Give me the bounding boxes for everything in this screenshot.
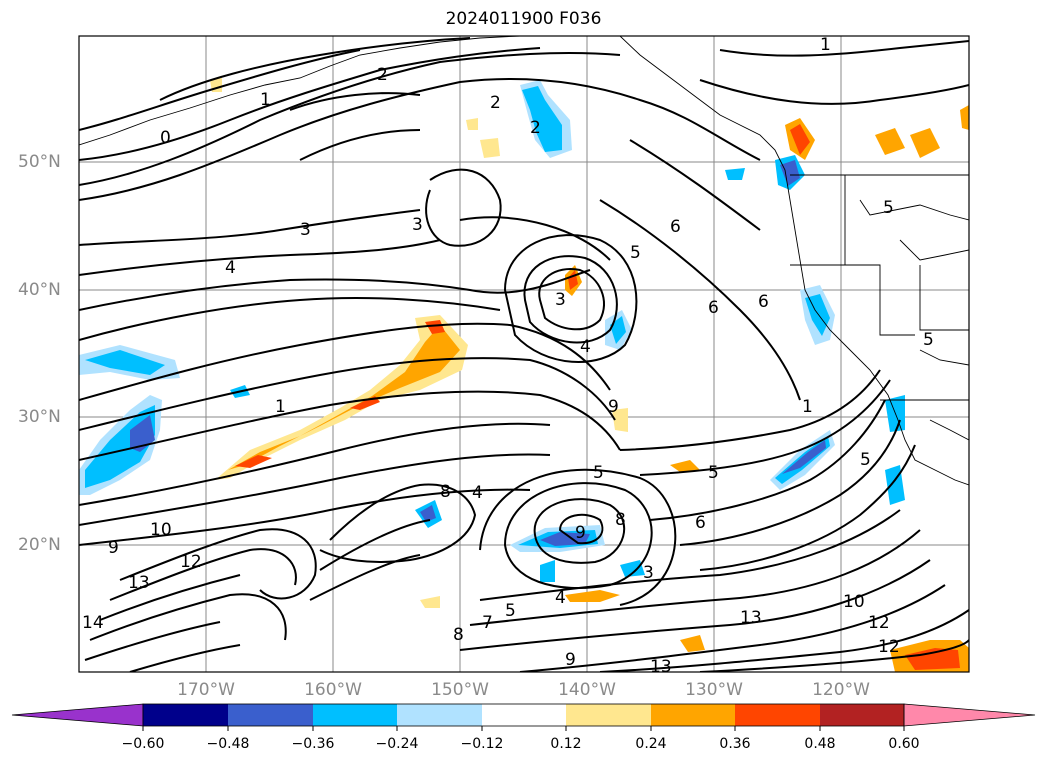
lon-label-130w: 130°W — [685, 680, 743, 700]
contour-label: 6 — [670, 217, 681, 237]
lon-label-150w: 150°W — [431, 680, 489, 700]
contour-label: 13 — [650, 657, 672, 677]
colorbar-tick: −0.12 — [460, 736, 504, 752]
shade-orange-band — [215, 315, 468, 480]
contour-label: 5 — [505, 601, 516, 621]
colorbar-tick: 0.24 — [635, 736, 667, 752]
map-panel: 1 2 0 2 2 3 3 4 3 5 6 6 6 4 1 1 9 5 5 5 … — [79, 35, 969, 677]
contour-label: 6 — [758, 292, 769, 312]
colorbar-tick: −0.36 — [291, 736, 335, 752]
contour-label: 8 — [615, 510, 626, 530]
contour-label: 5 — [923, 330, 934, 350]
shade-orange-band-mid — [228, 325, 460, 470]
colorbar-tick: −0.60 — [121, 736, 165, 752]
contour-label: 8 — [453, 625, 464, 645]
colorbar-extend-right — [903, 703, 1036, 727]
contour-label: 10 — [843, 592, 865, 612]
contour-label: 6 — [695, 513, 706, 533]
contour-label: 5 — [593, 463, 604, 483]
contour-label: 4 — [472, 483, 483, 503]
contour-label: 3 — [643, 563, 654, 583]
lon-label-140w: 140°W — [558, 680, 616, 700]
map-frame — [78, 35, 970, 673]
contour-label: 1 — [820, 35, 831, 55]
contour-label: 12 — [180, 552, 202, 572]
lat-label-50n: 50°N — [18, 152, 61, 172]
contour-label: 14 — [82, 613, 104, 633]
contour-label: 4 — [580, 337, 591, 357]
contour-label: 5 — [708, 463, 719, 483]
colorbar-tick: 0.36 — [719, 736, 751, 752]
contour-labels: 1 2 0 2 2 3 3 4 3 5 6 6 6 4 1 1 9 5 5 5 … — [82, 35, 934, 677]
contour-label: 0 — [160, 128, 171, 148]
contour-label: 12 — [878, 637, 900, 657]
lat-label-40n: 40°N — [18, 280, 61, 300]
contour-label: 6 — [708, 298, 719, 318]
contour-label: 2 — [490, 93, 501, 113]
contours — [79, 37, 969, 672]
colorbar-tick: −0.24 — [375, 736, 419, 752]
lon-label-120w: 120°W — [812, 680, 870, 700]
shade-orange-south — [565, 590, 620, 602]
contour-label: 3 — [412, 215, 423, 235]
contour-label: 9 — [575, 523, 586, 543]
colorbar-extend-left — [11, 703, 144, 727]
colorbar-tick: 0.60 — [888, 736, 920, 752]
contour-label: 7 — [482, 613, 493, 633]
contour-label: 1 — [260, 90, 271, 110]
map-title: 2024011900 F036 — [445, 9, 602, 29]
colorbar-tick: 0.48 — [804, 736, 836, 752]
coast-alaska-aleutians — [79, 36, 521, 146]
lon-label-160w: 160°W — [304, 680, 362, 700]
contour-label: 1 — [802, 397, 813, 417]
contour-label: 12 — [868, 613, 890, 633]
contour-label: 1 — [275, 397, 286, 417]
lat-label-20n: 20°N — [18, 535, 61, 555]
contour-label: 13 — [740, 608, 762, 628]
contour-label: 5 — [630, 243, 641, 263]
contour-label: 3 — [300, 220, 311, 240]
contour-label: 3 — [555, 290, 566, 310]
contour-label: 4 — [225, 258, 236, 278]
coastlines — [79, 36, 969, 486]
colorbar — [11, 703, 1036, 731]
contour-label: 5 — [883, 198, 894, 218]
contour-label: 10 — [150, 520, 172, 540]
contour-label: 9 — [565, 650, 576, 670]
contour-label: 2 — [530, 118, 541, 138]
contour-label: 13 — [128, 573, 150, 593]
contour-label: 8 — [440, 482, 451, 502]
shade-blue-west-core — [130, 415, 155, 452]
colorbar-tick: −0.48 — [206, 736, 250, 752]
contour-label: 4 — [555, 588, 566, 608]
colorbar-tick: 0.12 — [550, 736, 582, 752]
contour-label: 9 — [608, 397, 619, 417]
shade-blue-west-top-core — [85, 350, 165, 375]
border-state-3 — [919, 265, 969, 331]
lon-label-170w: 170°W — [177, 680, 235, 700]
border-state-1 — [790, 264, 915, 336]
lat-label-30n: 30°N — [18, 407, 61, 427]
contour-label: 5 — [860, 450, 871, 470]
contour-label: 9 — [108, 538, 119, 558]
contour-label: 2 — [377, 65, 388, 85]
